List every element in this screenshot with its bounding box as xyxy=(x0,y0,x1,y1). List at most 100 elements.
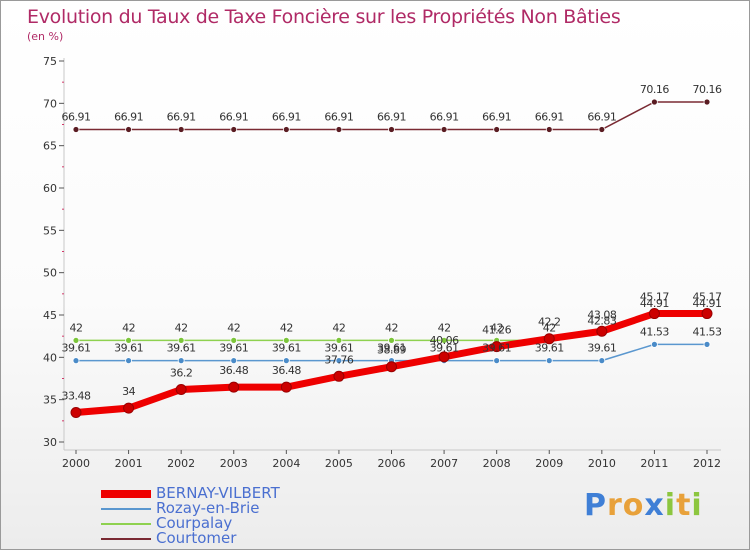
data-point xyxy=(543,333,555,345)
data-label: 39.61 xyxy=(62,342,91,355)
data-label: 42 xyxy=(70,321,83,334)
data-label: 42 xyxy=(543,321,556,334)
data-point xyxy=(123,402,135,414)
data-point xyxy=(493,357,501,365)
x-tick-label: 2000 xyxy=(62,457,90,470)
data-point xyxy=(125,336,132,344)
data-point xyxy=(177,357,185,365)
y-tick-label: 70 xyxy=(43,97,57,110)
data-point xyxy=(440,336,448,344)
data-point xyxy=(648,308,660,320)
x-tick-label: 2004 xyxy=(272,457,300,470)
data-point xyxy=(596,325,608,337)
data-label: 42 xyxy=(122,321,135,334)
legend-label: Courpalay xyxy=(156,514,233,532)
logo-letter: i xyxy=(691,488,703,523)
legend-label: Rozay-en-Brie xyxy=(156,499,260,517)
data-point xyxy=(386,361,397,373)
data-label: 66.91 xyxy=(219,110,248,123)
data-label: 42.83 xyxy=(587,314,616,327)
data-label: 39.61 xyxy=(482,342,511,355)
data-label: 36.48 xyxy=(272,364,301,377)
data-label: 39.61 xyxy=(272,342,301,355)
data-label: 70.16 xyxy=(640,83,669,96)
data-point xyxy=(282,357,290,365)
data-point xyxy=(335,336,343,344)
data-point xyxy=(335,126,343,133)
data-point xyxy=(651,340,658,348)
data-point xyxy=(493,126,501,133)
logo-letter: x xyxy=(644,488,665,523)
data-label: 66.91 xyxy=(587,110,616,123)
data-label: 66.91 xyxy=(272,110,301,123)
data-point xyxy=(282,336,290,344)
data-point xyxy=(228,381,240,393)
y-tick-label: 75 xyxy=(43,55,57,68)
x-tick-label: 2010 xyxy=(588,457,616,470)
y-tick-label: 50 xyxy=(43,267,57,280)
chart-title: Evolution du Taux de Taxe Foncière sur l… xyxy=(27,6,621,28)
data-label: 40.06 xyxy=(430,334,459,347)
data-label: 70.16 xyxy=(693,83,722,96)
data-label: 39.61 xyxy=(219,342,248,355)
data-point xyxy=(125,357,132,365)
data-label: 44.91 xyxy=(693,297,722,310)
data-point xyxy=(491,341,503,353)
data-point xyxy=(388,336,395,344)
data-label: 45.17 xyxy=(640,291,669,304)
legend-label: BERNAY-VILBERT xyxy=(156,484,280,502)
y-tick-label: 40 xyxy=(43,351,57,364)
y-tick-label: 35 xyxy=(43,394,57,407)
data-point xyxy=(335,357,343,365)
data-label: 42 xyxy=(175,321,188,334)
data-point xyxy=(703,340,711,348)
data-point xyxy=(230,357,238,365)
data-point xyxy=(333,370,345,382)
chart-subtitle: (en %) xyxy=(27,30,64,43)
x-tick-label: 2009 xyxy=(535,457,563,470)
x-tick-label: 2006 xyxy=(378,457,406,470)
data-point xyxy=(701,308,713,320)
y-tick-label: 45 xyxy=(43,309,57,322)
data-point xyxy=(72,336,80,344)
data-label: 39.61 xyxy=(377,342,406,355)
data-label: 45.17 xyxy=(693,291,722,304)
data-point xyxy=(230,126,238,133)
legend-swatch xyxy=(101,538,151,540)
data-point xyxy=(72,126,80,133)
y-tick-label: 60 xyxy=(43,182,57,195)
data-point xyxy=(438,351,450,363)
data-label: 42 xyxy=(332,321,345,334)
data-point xyxy=(598,126,606,133)
data-label: 41.53 xyxy=(693,325,722,338)
data-point xyxy=(70,407,82,419)
legend-swatch xyxy=(101,508,151,510)
data-label: 33.48 xyxy=(62,390,91,403)
data-label: 39.61 xyxy=(430,342,459,355)
data-point xyxy=(282,126,290,133)
data-label: 66.91 xyxy=(62,110,91,123)
x-tick-label: 2008 xyxy=(483,457,511,470)
logo-letter: i xyxy=(664,488,677,523)
data-label: 44.91 xyxy=(640,297,669,310)
data-point xyxy=(230,336,238,344)
data-label: 66.91 xyxy=(430,110,459,123)
data-label: 42 xyxy=(438,321,451,334)
x-tick-label: 2007 xyxy=(430,457,458,470)
data-point xyxy=(545,126,553,133)
data-label: 42 xyxy=(385,321,398,334)
data-label: 38.89 xyxy=(377,344,406,357)
data-label: 36.48 xyxy=(219,364,248,377)
legend-swatch xyxy=(101,523,151,525)
legend-label: Courtomer xyxy=(156,529,237,547)
data-label: 66.91 xyxy=(114,110,143,123)
data-label: 39.61 xyxy=(535,342,564,355)
data-label: 42 xyxy=(280,321,293,334)
data-point xyxy=(703,98,711,106)
data-point xyxy=(388,126,395,133)
x-tick-label: 2012 xyxy=(693,457,721,470)
logo-letter: r xyxy=(607,488,623,523)
data-point xyxy=(598,357,606,365)
logo-letter: o xyxy=(622,488,645,523)
